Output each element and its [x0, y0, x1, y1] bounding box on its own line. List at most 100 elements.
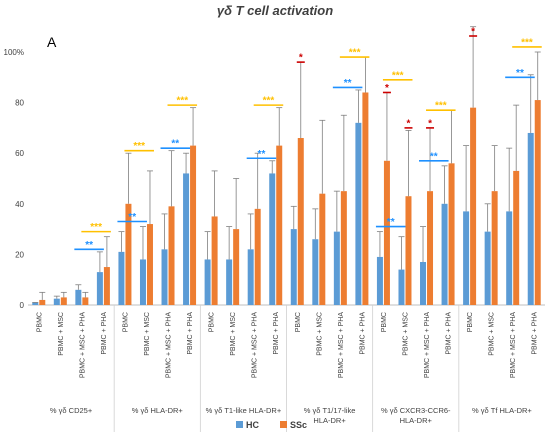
- bar-hc: [204, 259, 211, 305]
- error-bar-ssc: [297, 61, 304, 139]
- bar-ssc: [211, 216, 218, 305]
- bar-ssc: [362, 92, 369, 305]
- significance-marker: **: [160, 139, 191, 150]
- x-category-label: PBMC + PHA: [359, 312, 366, 355]
- error-bar-hc: [376, 231, 383, 257]
- bar-hc: [420, 261, 427, 305]
- bar-hc: [290, 229, 297, 305]
- bar-ssc: [233, 229, 240, 305]
- legend-label: SSc: [290, 420, 307, 430]
- x-category-label: PBMC + PHA: [446, 312, 453, 355]
- bar-hc: [96, 272, 103, 305]
- bar-hc: [376, 256, 383, 305]
- bar-hc: [183, 173, 190, 305]
- significance-stars: *: [385, 83, 389, 94]
- error-bar-ssc: [233, 178, 240, 230]
- significance-stars: ***: [435, 101, 447, 112]
- error-bar-hc: [96, 251, 103, 273]
- error-bar-hc: [161, 213, 168, 250]
- significance-marker: ***: [81, 222, 111, 233]
- bar-hc: [312, 239, 319, 305]
- bar-hc: [484, 231, 491, 305]
- x-category-label: PBMC: [122, 312, 129, 332]
- legend-swatch: [236, 421, 243, 428]
- error-bar-ssc: [190, 107, 197, 146]
- error-bar-hc: [139, 226, 146, 260]
- x-category-label: PBMC + MSC + PHA: [424, 312, 431, 378]
- error-bar-hc: [247, 213, 254, 250]
- bar-ssc: [340, 191, 347, 305]
- x-category-label: PBMC + MSC: [316, 312, 323, 356]
- significance-stars: ***: [90, 222, 102, 233]
- significance-stars: ***: [176, 96, 188, 107]
- significance-stars: *: [407, 118, 411, 129]
- error-bar-ssc: [319, 119, 326, 194]
- bar-ssc: [146, 224, 153, 305]
- error-bar-ssc: [448, 109, 455, 164]
- significance-marker: *: [469, 27, 478, 38]
- error-bar-hc: [506, 147, 513, 212]
- error-bar-hc: [290, 205, 297, 230]
- error-bar-hc: [75, 284, 82, 290]
- bar-ssc: [276, 145, 283, 305]
- error-bar-ssc: [254, 152, 261, 209]
- bar-hc: [53, 298, 60, 305]
- error-bar-ssc: [146, 170, 153, 225]
- legend-swatch: [280, 421, 287, 428]
- bar-hc: [118, 251, 125, 305]
- significance-marker: *: [296, 53, 305, 64]
- y-tick-label: 100%: [4, 48, 24, 57]
- significance-marker: ***: [124, 141, 154, 152]
- legend-label: HC: [246, 420, 259, 430]
- error-bar-hc: [312, 208, 319, 240]
- error-bar-hc: [333, 190, 340, 232]
- error-bar-ssc: [103, 236, 110, 268]
- significance-stars: ***: [263, 96, 275, 107]
- error-bar-hc: [420, 226, 427, 262]
- bar-hc: [333, 231, 340, 305]
- bar-ssc: [470, 107, 477, 305]
- bar-hc: [247, 249, 254, 305]
- error-bar-hc: [53, 295, 60, 299]
- error-bar-ssc: [383, 92, 390, 161]
- error-bar-hc: [398, 236, 405, 270]
- error-bar-ssc: [276, 107, 283, 146]
- significance-stars: **: [344, 78, 352, 89]
- bar-ssc: [103, 267, 110, 305]
- significance-marker: *: [404, 118, 413, 129]
- significance-stars: ***: [392, 70, 404, 81]
- significance-marker: ***: [167, 96, 198, 107]
- significance-stars: ***: [349, 48, 361, 59]
- significance-stars: **: [85, 240, 93, 251]
- significance-marker: **: [117, 212, 147, 223]
- plot-area: PBMC PBMC + MSC PBMC + MSC + PHA PBMC + PHA…: [32, 26, 542, 432]
- x-category-label: PBMC: [381, 312, 388, 332]
- error-bar-ssc: [405, 130, 412, 197]
- bar-ssc: [319, 193, 326, 305]
- x-category-label: PBMC + MSC: [489, 312, 496, 356]
- error-bar-ssc: [513, 104, 520, 171]
- bar-ssc: [534, 100, 541, 305]
- significance-marker: *: [426, 118, 435, 129]
- significance-stars: **: [258, 149, 266, 160]
- x-category-label: PBMC: [467, 312, 474, 332]
- error-bar-hc: [527, 74, 534, 133]
- group-label: HLA-DR+: [400, 416, 433, 425]
- x-category-label: PBMC + MSC: [230, 312, 237, 356]
- bar-ssc: [254, 208, 261, 305]
- error-bar-hc: [484, 203, 491, 232]
- x-category-label: PBMC + MSC: [58, 312, 65, 356]
- group-label: % γδ T1/17-like: [304, 406, 356, 415]
- significance-stars: **: [516, 68, 524, 79]
- bar-ssc: [405, 196, 412, 305]
- error-bar-hc: [441, 165, 448, 204]
- error-bar-ssc: [211, 170, 218, 217]
- error-bar-ssc: [340, 114, 347, 192]
- x-category-label: PBMC + MSC + PHA: [338, 312, 345, 378]
- legend: HC SSc: [236, 420, 307, 430]
- panel-label: A: [47, 34, 57, 50]
- x-category-label: PBMC + MSC + PHA: [79, 312, 86, 378]
- chart-title: γδ T cell activation: [217, 3, 333, 18]
- x-category-label: PBMC + PHA: [273, 312, 280, 355]
- error-bar-ssc: [60, 291, 67, 298]
